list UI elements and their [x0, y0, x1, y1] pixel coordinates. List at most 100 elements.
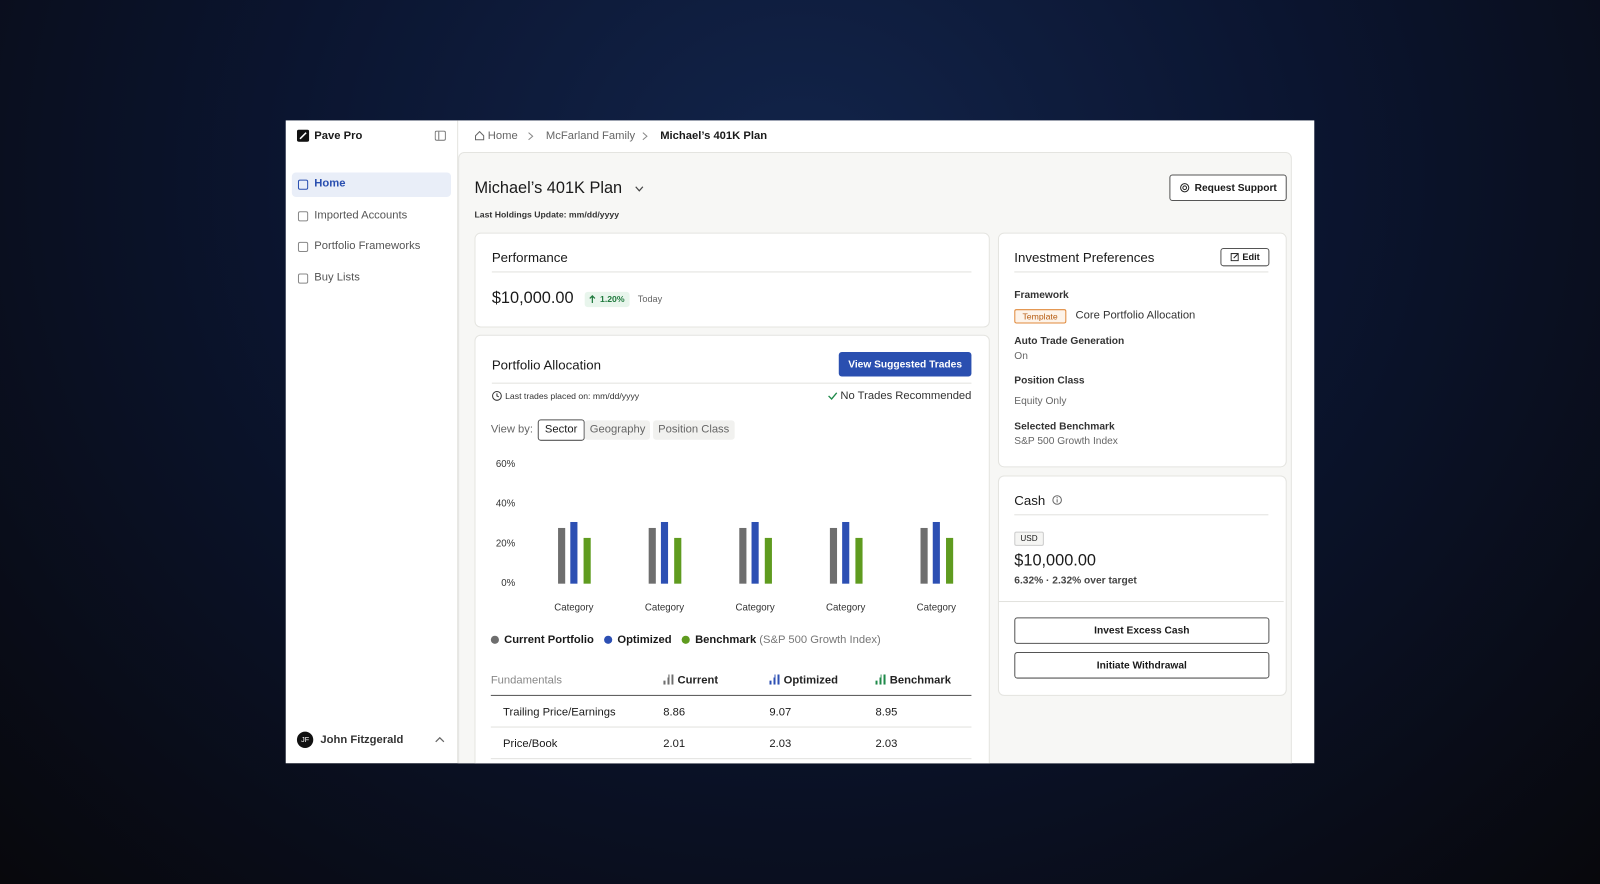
badge: Template — [1014, 309, 1066, 324]
change: 1.20% — [599, 293, 625, 305]
table-header: Optimized — [783, 674, 838, 687]
pref-value: Core Portfolio Allocation — [1075, 309, 1196, 322]
chevron[interactable] — [435, 736, 445, 744]
nav-icon — [297, 211, 309, 222]
table-header: Current — [677, 674, 719, 687]
breadcrumb: Michael’s 401K Plan — [660, 129, 768, 142]
view-by-label: View by: — [490, 423, 534, 436]
view-option-active[interactable]: Sector — [537, 419, 585, 441]
nav-item[interactable]: Home — [314, 177, 346, 190]
pref-value: On — [1014, 351, 1028, 363]
y-tick-label: 40% — [496, 499, 516, 510]
card-title: Performance — [491, 249, 568, 266]
status-text: No Trades Recommended — [840, 389, 972, 403]
divider — [490, 694, 972, 696]
nav-icon — [297, 273, 309, 284]
bar — [932, 521, 940, 584]
nav-item[interactable]: Imported Accounts — [314, 209, 408, 222]
table-cell: 2.03 — [875, 737, 898, 750]
clock-icon — [492, 391, 502, 401]
view-trades-button[interactable]: View Suggested Trades — [838, 352, 972, 377]
period: Today — [637, 293, 663, 305]
bar — [842, 521, 850, 584]
breadcrumb[interactable]: Home — [487, 129, 518, 142]
header-icon — [663, 674, 674, 685]
bar — [660, 521, 669, 584]
title-chevron[interactable] — [635, 186, 644, 192]
collapse-icon[interactable] — [434, 130, 446, 141]
bar — [739, 527, 747, 584]
breadcrumb[interactable]: McFarland Family — [545, 129, 636, 142]
edit-icon — [1230, 253, 1239, 262]
app-window: Pave Pro JF John Fitzgerald Home McFarla… — [285, 120, 1315, 764]
nav-icon — [297, 241, 309, 253]
user-name[interactable]: John Fitzgerald — [320, 733, 404, 746]
legend-swatch — [681, 635, 690, 644]
legend-note: (S&P 500 Growth Index) — [759, 633, 881, 646]
divider — [491, 382, 972, 384]
separator — [642, 132, 648, 141]
bar — [920, 527, 928, 584]
divider — [490, 758, 972, 760]
legend-item: Optimized — [604, 634, 672, 646]
label: Edit — [1242, 252, 1260, 263]
bar — [570, 521, 578, 584]
nav-active-bg — [291, 172, 452, 197]
edit-button[interactable]: Edit — [1220, 247, 1270, 267]
table-cell: Trailing Price/Earnings — [503, 706, 616, 719]
header-icon — [875, 674, 886, 685]
divider — [998, 601, 1284, 603]
legend-label: Benchmark — [695, 633, 757, 646]
change-pill: 1.20% — [584, 291, 630, 308]
pref-value: Equity Only — [1014, 395, 1067, 408]
card-title: Investment Preferences — [1014, 249, 1155, 266]
bar — [558, 527, 566, 584]
cash-note: 6.32% · 2.32% over target — [1014, 575, 1137, 587]
y-tick-label: 20% — [496, 538, 516, 549]
label: Request Support — [1194, 182, 1277, 194]
legend-swatch — [490, 635, 499, 644]
support-icon — [1179, 183, 1189, 193]
bar — [946, 537, 954, 584]
subtitle: Last Holdings Update: mm/dd/yyyy — [474, 209, 620, 220]
y-tick-label: 60% — [496, 459, 516, 470]
x-tick-label: Category — [735, 603, 774, 614]
withdraw-button[interactable]: Initiate Withdrawal — [1014, 652, 1270, 679]
nav-item[interactable]: Portfolio Frameworks — [314, 239, 421, 253]
divider — [1014, 514, 1269, 516]
view-option[interactable]: Position Class — [653, 420, 735, 440]
separator — [528, 132, 534, 141]
check-icon — [827, 392, 837, 400]
table-cell: Price/Book — [503, 737, 558, 750]
divider — [1014, 271, 1269, 273]
pref-label: Auto Trade Generation — [1014, 335, 1125, 347]
avatar: JF — [296, 731, 314, 748]
bar — [829, 527, 838, 584]
invest-button[interactable]: Invest Excess Cash — [1014, 617, 1270, 644]
logo — [296, 129, 310, 142]
last-trades: Last trades placed on: mm/dd/yyyy — [505, 390, 640, 402]
x-tick-label: Category — [554, 603, 593, 614]
legend: Current Portfolio Optimized Benchmark (S&P … — [490, 633, 881, 646]
card-title: Portfolio Allocation — [491, 357, 601, 373]
up-arrow — [589, 295, 596, 304]
bar — [764, 537, 772, 584]
legend-label: Optimized — [617, 633, 672, 646]
nav-item[interactable]: Buy Lists — [314, 271, 360, 284]
info-icon[interactable] — [1052, 495, 1062, 505]
allocation-chart: 0% 20% 40% 60% Category Category Category Categ… — [496, 459, 956, 614]
table-cell: 2.01 — [663, 737, 686, 750]
table-cell: 8.95 — [875, 706, 898, 719]
legend-swatch — [604, 635, 613, 644]
pref-label: Selected Benchmark — [1014, 421, 1115, 433]
card-title: Cash — [1014, 492, 1046, 509]
bar — [583, 537, 591, 584]
pref-label: Framework — [1014, 289, 1069, 302]
request-support-button[interactable]: Request Support — [1169, 174, 1287, 202]
view-option[interactable]: Geography — [584, 420, 651, 440]
pref-label: Position Class — [1014, 375, 1085, 387]
bar — [751, 521, 759, 584]
legend-item: Current Portfolio — [490, 634, 594, 646]
pref-value: S&P 500 Growth Index — [1014, 435, 1118, 447]
